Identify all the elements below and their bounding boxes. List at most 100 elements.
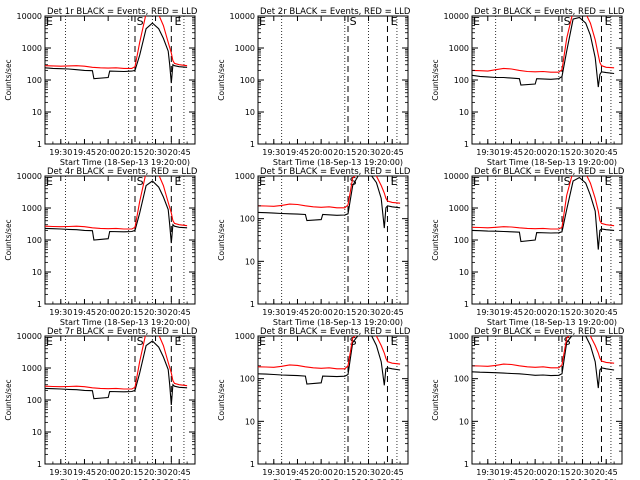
lld-series-line <box>472 336 615 369</box>
x-tick-label: 20:45 <box>381 308 404 317</box>
x-tick-label: 20:00 <box>524 468 547 477</box>
x-tick-label: 19:30 <box>476 148 499 157</box>
plot-frame <box>257 335 409 465</box>
y-tick-label: 10000 <box>444 12 469 21</box>
x-tick-label: 20:30 <box>357 468 380 477</box>
panel-title: Det 9r BLACK = Events, RED = LLD <box>474 327 625 337</box>
x-tick-label: 19:30 <box>262 468 285 477</box>
panel-title: Det 6r BLACK = Events, RED = LLD <box>474 167 625 177</box>
x-tick-label: 19:30 <box>262 148 285 157</box>
x-tick-label: 19:45 <box>500 468 523 477</box>
x-tick-label: 20:45 <box>381 148 404 157</box>
x-tick-label: 19:45 <box>286 308 309 317</box>
x-tick-label: 20:15 <box>547 468 570 477</box>
y-tick-label: 100 <box>240 215 255 224</box>
panel-title: Det 3r BLACK = Events, RED = LLD <box>474 7 625 17</box>
x-tick-label: 20:45 <box>168 308 191 317</box>
y-tick-label: 1 <box>464 140 469 149</box>
marker-label-e: E <box>473 15 480 28</box>
y-tick-label: 1000 <box>22 44 42 53</box>
x-tick-label: 19:30 <box>49 468 72 477</box>
marker-label-e: E <box>46 335 53 348</box>
plot-frame <box>44 15 196 145</box>
events-series-line <box>472 16 615 88</box>
marker-label-e: E <box>391 15 398 28</box>
y-tick-label: 1 <box>464 460 469 469</box>
events-series-line <box>258 336 401 386</box>
x-axis-label: Start Time (18-Sep-13 19:20:00) <box>487 478 617 480</box>
marker-label-e: E <box>46 15 53 28</box>
marker-label-s: S <box>564 175 571 188</box>
y-tick-label: 1000 <box>449 332 469 341</box>
y-tick-label: 10 <box>459 417 469 426</box>
y-tick-label: 1 <box>250 300 255 309</box>
marker-label-e: E <box>259 335 266 348</box>
marker-label-e: E <box>391 175 398 188</box>
marker-label-e: E <box>259 15 266 28</box>
x-tick-label: 20:30 <box>571 148 594 157</box>
x-axis-label: Start Time (18-Sep-13 19:20:00) <box>487 318 617 327</box>
y-tick-label: 1000 <box>235 44 255 53</box>
x-tick-label: 20:15 <box>120 468 143 477</box>
x-tick-label: 19:30 <box>476 308 499 317</box>
lld-series-line <box>472 176 615 230</box>
x-tick-label: 20:15 <box>333 468 356 477</box>
x-tick-label: 20:15 <box>120 148 143 157</box>
marker-label-e: E <box>174 175 181 188</box>
x-tick-label: 19:30 <box>476 468 499 477</box>
x-tick-label: 20:45 <box>381 468 404 477</box>
events-series-line <box>45 340 188 406</box>
y-tick-label: 10 <box>245 257 255 266</box>
plot-frame <box>471 335 623 465</box>
y-tick-label: 1000 <box>22 364 42 373</box>
marker-label-e: E <box>174 15 181 28</box>
x-tick-label: 20:30 <box>144 148 167 157</box>
lld-series-line <box>45 16 188 69</box>
marker-label-s: S <box>137 15 144 28</box>
marker-label-e: E <box>605 175 612 188</box>
y-tick-label: 1000 <box>235 332 255 341</box>
y-axis-label: Counts/sec <box>431 379 440 420</box>
x-tick-label: 20:30 <box>571 308 594 317</box>
y-tick-label: 10000 <box>17 12 42 21</box>
x-tick-label: 20:00 <box>310 468 333 477</box>
y-tick-label: 10 <box>245 108 255 117</box>
marker-label-e: E <box>46 175 53 188</box>
y-axis-label: Counts/sec <box>217 379 226 420</box>
panel-title: Det 8r BLACK = Events, RED = LLD <box>260 327 411 337</box>
plot-frame <box>257 15 409 145</box>
x-tick-label: 20:45 <box>168 468 191 477</box>
plot-frame <box>44 175 196 305</box>
x-tick-label: 20:00 <box>97 468 120 477</box>
x-axis-label: Start Time (18-Sep-13 19:20:00) <box>60 478 190 480</box>
events-series-line <box>258 176 401 229</box>
y-axis-label: Counts/sec <box>431 219 440 260</box>
lld-series-line <box>258 176 401 209</box>
marker-label-s: S <box>564 15 571 28</box>
events-series-line <box>45 180 188 244</box>
x-tick-label: 20:45 <box>595 308 618 317</box>
lld-series-line <box>45 336 188 390</box>
marker-label-e: E <box>473 335 480 348</box>
y-tick-label: 100 <box>454 375 469 384</box>
x-tick-label: 19:45 <box>73 148 96 157</box>
x-tick-label: 19:45 <box>286 148 309 157</box>
plot-frame <box>44 335 196 465</box>
x-tick-label: 20:45 <box>595 468 618 477</box>
x-tick-label: 20:45 <box>168 148 191 157</box>
y-tick-label: 100 <box>240 76 255 85</box>
events-series-line <box>45 22 188 84</box>
x-tick-label: 20:30 <box>144 308 167 317</box>
x-tick-label: 20:15 <box>547 148 570 157</box>
y-axis-label: Counts/sec <box>4 379 13 420</box>
y-axis-label: Counts/sec <box>217 219 226 260</box>
panel-title: Det 2r BLACK = Events, RED = LLD <box>260 7 411 17</box>
y-tick-label: 100 <box>240 375 255 384</box>
marker-label-e: E <box>391 335 398 348</box>
x-tick-label: 19:45 <box>500 148 523 157</box>
